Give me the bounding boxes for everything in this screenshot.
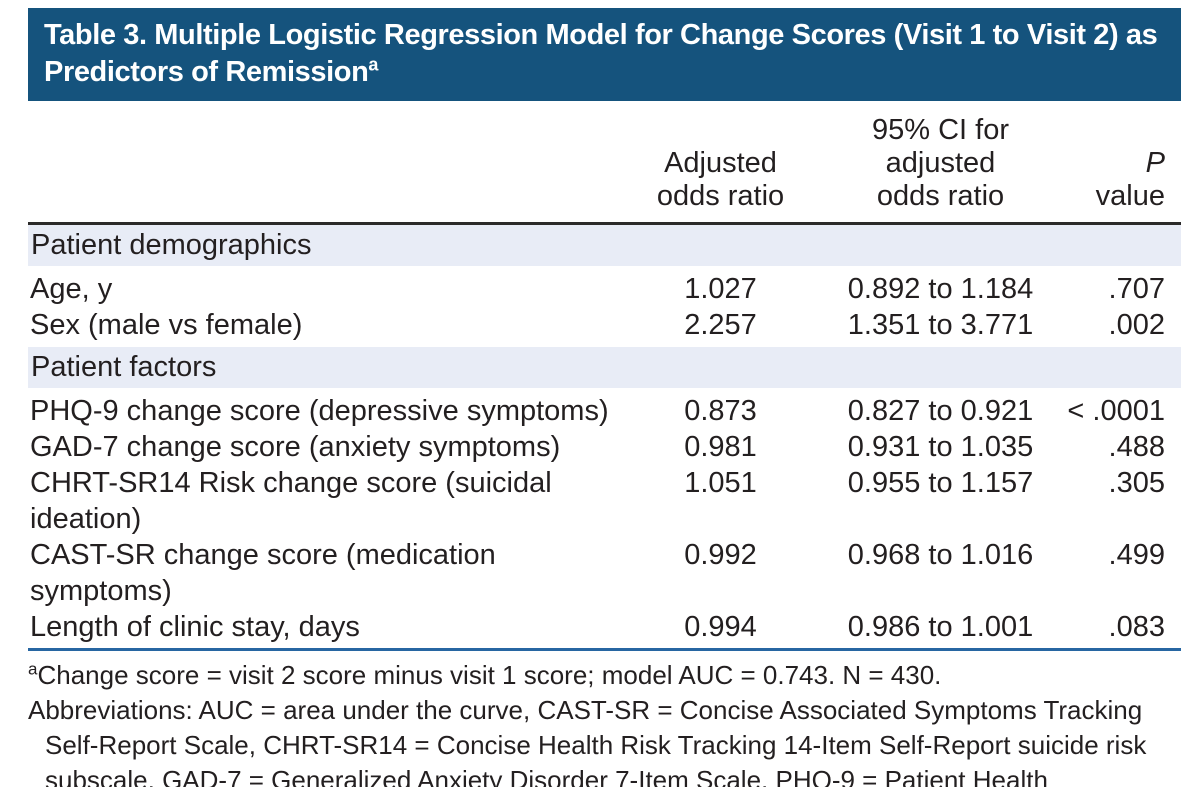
row-label: Sex (male vs female) [30, 309, 303, 341]
footnotes: aChange score = visit 2 score minus visi… [28, 658, 1181, 787]
ci-value: 0.892 to 1.184 [847, 273, 1034, 305]
adjusted-or-value: 1.027 [684, 273, 757, 305]
ci-value: 0.931 to 1.035 [847, 431, 1034, 463]
ci-value: 0.968 to 1.016 [847, 539, 1034, 571]
row-label: PHQ-9 change score (depressive symptoms) [30, 395, 609, 427]
section-header-patient-factors: Patient factors [28, 347, 1181, 388]
table-row-sex: Sex (male vs female) 2.257 1.351 to 3.77… [28, 307, 1181, 343]
table-row-gad7: GAD-7 change score (anxiety symptoms) 0.… [28, 429, 1181, 465]
adjusted-or-value: 0.981 [684, 431, 757, 463]
p-symbol: P [1145, 147, 1165, 179]
p-value: .707 [1108, 273, 1165, 305]
footnote-divider-rule [28, 648, 1181, 651]
table-row-age: Age, y 1.027 0.892 to 1.184 .707 [28, 271, 1181, 307]
adjusted-or-value: 1.051 [684, 467, 757, 499]
p-value: .499 [1108, 539, 1165, 571]
ci-value: 0.827 to 0.921 [847, 395, 1034, 427]
section-header-patient-demographics: Patient demographics [28, 225, 1181, 266]
ci-value: 1.351 to 3.771 [847, 309, 1034, 341]
table-row-cast-sr: CAST-SR change score (medication symptom… [28, 537, 1181, 609]
ci-value: 0.955 to 1.157 [847, 467, 1034, 499]
p-value: .002 [1108, 309, 1165, 341]
adjusted-or-value: 2.257 [684, 309, 757, 341]
row-label: GAD-7 change score (anxiety symptoms) [30, 431, 561, 463]
column-header-adjusted-odds-ratio: Adjusted odds ratio [656, 147, 785, 212]
p-value: .083 [1108, 611, 1165, 643]
p-value: < .0001 [1067, 395, 1165, 427]
p-value-label: value [1095, 180, 1165, 212]
table-row-phq9: PHQ-9 change score (depressive symptoms)… [28, 393, 1181, 429]
footnote-a-text: Change score = visit 2 score minus visit… [37, 660, 942, 690]
adjusted-or-value: 0.873 [684, 395, 757, 427]
p-value: .305 [1108, 467, 1165, 499]
patient-demographics-rows: Age, y 1.027 0.892 to 1.184 .707 Sex (ma… [28, 271, 1181, 343]
footnote-abbreviations: Abbreviations: AUC = area under the curv… [28, 695, 1147, 787]
p-value: .488 [1108, 431, 1165, 463]
ci-value: 0.986 to 1.001 [847, 611, 1034, 643]
row-label: CAST-SR change score (medication symptom… [30, 539, 496, 607]
column-header-row: Adjusted odds ratio 95% CI for adjusted … [28, 101, 1181, 222]
column-header-95ci: 95% CI for adjusted odds ratio [872, 114, 1009, 212]
table-title-footnote-marker: a [368, 54, 379, 75]
column-header-p-value: P value [1053, 147, 1181, 213]
footnote-a-marker: a [28, 659, 38, 679]
patient-factors-rows: PHQ-9 change score (depressive symptoms)… [28, 393, 1181, 645]
table-title-text: Table 3. Multiple Logistic Regression Mo… [44, 19, 1158, 88]
adjusted-or-value: 0.994 [684, 611, 757, 643]
table-title-bar: Table 3. Multiple Logistic Regression Mo… [28, 8, 1181, 101]
table-3-figure: Table 3. Multiple Logistic Regression Mo… [28, 8, 1181, 787]
table-title: Table 3. Multiple Logistic Regression Mo… [44, 19, 1158, 88]
footnote-a: aChange score = visit 2 score minus visi… [28, 658, 1181, 693]
table-row-length-of-stay: Length of clinic stay, days 0.994 0.986 … [28, 609, 1181, 645]
row-label: CHRT-SR14 Risk change score (suicidal id… [30, 467, 552, 535]
row-label: Age, y [30, 273, 113, 305]
table-row-chrt-sr14: CHRT-SR14 Risk change score (suicidal id… [28, 465, 1181, 537]
row-label: Length of clinic stay, days [30, 611, 360, 643]
adjusted-or-value: 0.992 [684, 539, 757, 571]
header-divider-rule [28, 222, 1181, 225]
